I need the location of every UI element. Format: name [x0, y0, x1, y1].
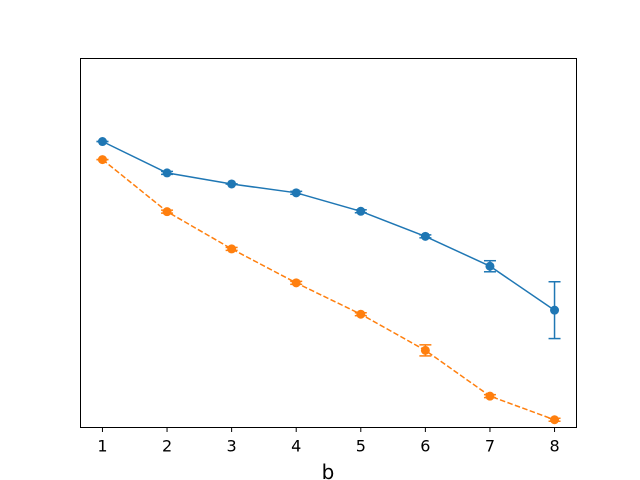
- series-1-point: [356, 309, 366, 319]
- x-tick-label: 5: [356, 437, 366, 456]
- plot-area: [96, 137, 561, 425]
- series-1-point: [550, 415, 560, 425]
- series-0-point: [550, 305, 560, 315]
- x-tick-label: 3: [227, 437, 237, 456]
- x-axis-ticks: 1 2 3 4 5 6 7 8: [97, 427, 560, 456]
- x-tick-label: 4: [291, 437, 301, 456]
- x-tick-label: 1: [97, 437, 107, 456]
- series-1-point: [420, 345, 430, 355]
- series-1-line: [102, 159, 555, 421]
- series-0-point: [291, 188, 301, 198]
- series-1: [96, 155, 561, 425]
- series-0-point: [227, 179, 237, 189]
- series-0-point: [485, 261, 495, 271]
- series-1-point: [291, 278, 301, 288]
- axes-frame: [80, 58, 577, 428]
- series-1-point: [227, 244, 237, 254]
- series-0-line: [102, 140, 555, 311]
- x-tick-label: 2: [162, 437, 172, 456]
- x-tick-label: 8: [549, 437, 559, 456]
- x-tick-label: 7: [485, 437, 495, 456]
- series-1-point: [97, 155, 107, 165]
- series-1-point: [162, 207, 172, 217]
- series-1-point: [485, 391, 495, 401]
- series-0-point: [356, 206, 366, 216]
- series-0: [96, 137, 561, 340]
- series-0-point: [420, 231, 430, 241]
- x-tick-label: 6: [420, 437, 430, 456]
- series-0-point: [97, 137, 107, 147]
- series-0-point: [162, 168, 172, 178]
- x-axis-label: b: [322, 460, 335, 480]
